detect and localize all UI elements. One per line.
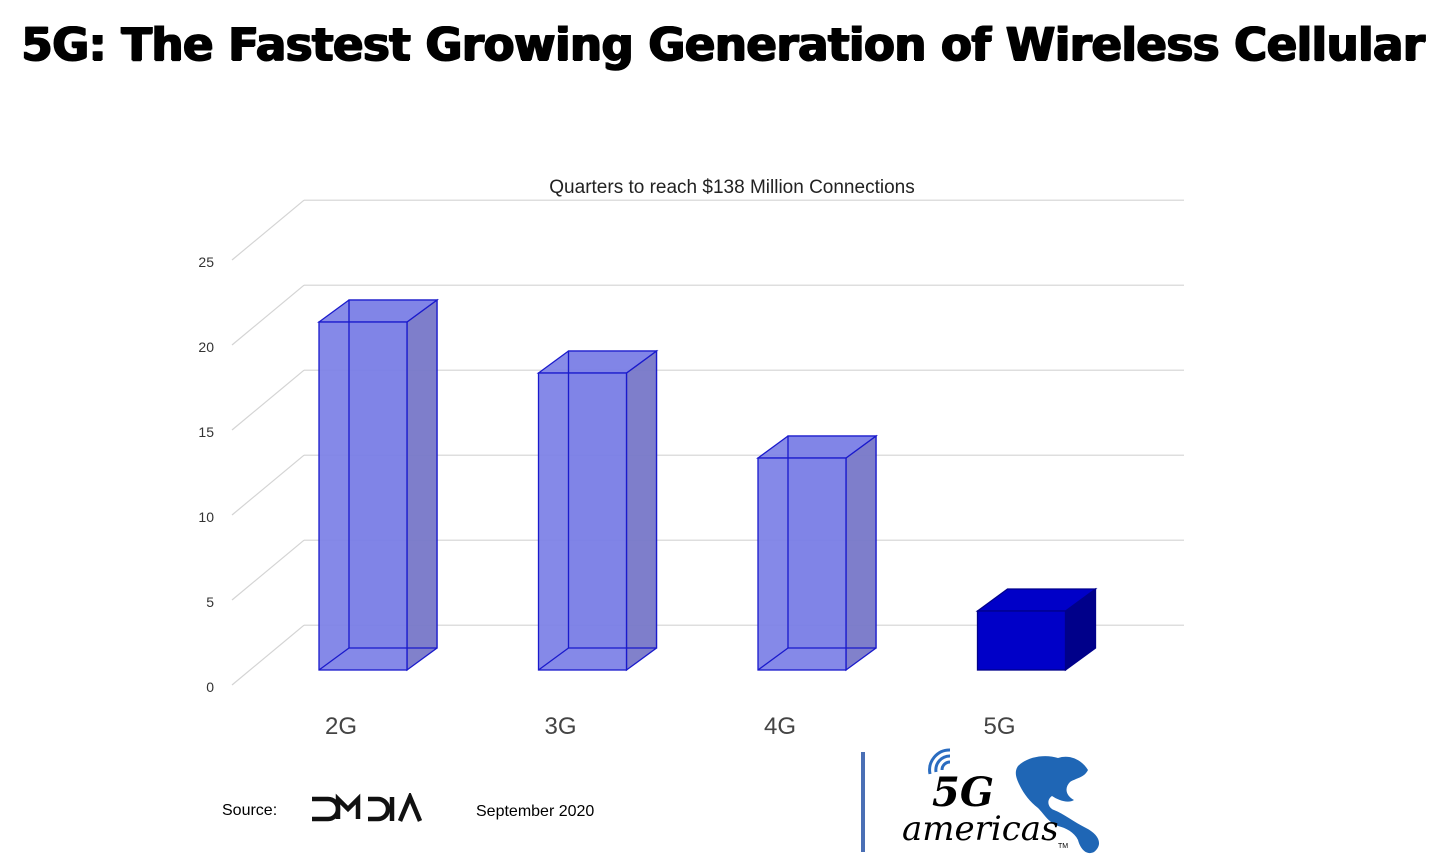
bar-front-face bbox=[537, 372, 628, 671]
gridline-diagonal bbox=[231, 539, 305, 601]
bar-side-face bbox=[845, 434, 877, 672]
bar-side-face bbox=[625, 349, 658, 672]
x-tick-label: 2G bbox=[325, 713, 357, 740]
omdia-logo bbox=[312, 793, 423, 822]
source-label: Source: bbox=[222, 802, 278, 819]
y-tick-label: 20 bbox=[198, 339, 214, 355]
bar-4G bbox=[756, 434, 878, 672]
y-tick-label: 25 bbox=[198, 254, 214, 270]
bar-front-face bbox=[976, 610, 1067, 671]
x-tick-label: 3G bbox=[544, 713, 576, 740]
y-tick-label: 5 bbox=[206, 594, 214, 610]
bar-front-face bbox=[757, 457, 847, 671]
x-tick-label: 5G bbox=[983, 713, 1015, 740]
svg-text:americas: americas bbox=[902, 809, 1059, 849]
y-tick-label: 10 bbox=[198, 509, 214, 525]
x-axis-labels: 2G 3G 4G 5G bbox=[325, 713, 1016, 740]
bar-front-face bbox=[318, 321, 408, 671]
y-tick-label: 0 bbox=[206, 679, 214, 695]
5g-americas-logo: 5G americas TM bbox=[902, 748, 1100, 854]
americas-map-icon bbox=[1015, 756, 1100, 854]
x-tick-label: 4G bbox=[764, 713, 796, 740]
gridline-diagonal bbox=[231, 454, 305, 516]
y-axis-ticks: 0 5 10 15 20 25 bbox=[198, 254, 214, 695]
gridlines bbox=[231, 199, 1184, 686]
date-label: September 2020 bbox=[476, 803, 595, 820]
svg-text:TM: TM bbox=[1058, 843, 1068, 850]
page-title: 5G: The Fastest Growing Generation of Wi… bbox=[21, 18, 1425, 71]
footer-divider bbox=[861, 752, 865, 852]
wifi-signal-icon bbox=[928, 748, 951, 775]
gridline-diagonal bbox=[231, 369, 305, 431]
bar-edge bbox=[757, 647, 789, 671]
bar-edge bbox=[538, 647, 569, 671]
gridline-diagonal bbox=[231, 624, 305, 686]
bar-5G bbox=[975, 587, 1098, 672]
chart-title: Quarters to reach $138 Million Connectio… bbox=[549, 177, 914, 198]
gridline-diagonal bbox=[231, 284, 305, 346]
bar-edge bbox=[318, 647, 350, 671]
bar-side-face bbox=[406, 298, 438, 672]
svg-text:5G: 5G bbox=[932, 769, 994, 816]
bars bbox=[317, 298, 1098, 672]
bar-2G bbox=[317, 298, 439, 672]
y-tick-label: 15 bbox=[198, 424, 214, 440]
bar-3G bbox=[536, 349, 659, 672]
bar-chart: Quarters to reach $138 Million Connectio… bbox=[198, 177, 1184, 740]
gridline-diagonal bbox=[231, 199, 305, 261]
